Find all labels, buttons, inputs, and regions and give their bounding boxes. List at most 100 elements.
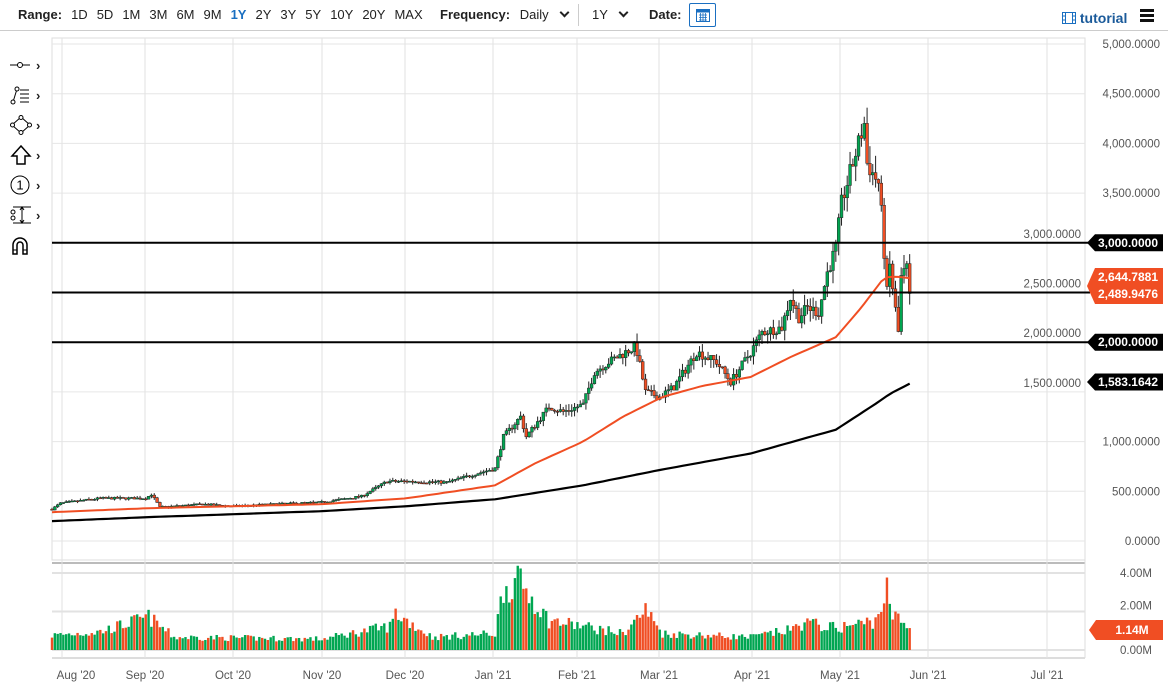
volume-bar — [712, 634, 715, 650]
volume-bar — [792, 626, 795, 650]
candle-body — [90, 499, 94, 501]
candle-body — [677, 376, 682, 382]
volume-bar — [366, 632, 369, 650]
candle-body — [98, 497, 102, 500]
volume-bar — [465, 634, 468, 650]
range-20y[interactable]: 20Y — [362, 7, 386, 22]
volume-bar — [354, 634, 358, 650]
volume-bar — [789, 630, 792, 650]
volume-bar — [491, 635, 494, 650]
candle-body — [683, 369, 687, 374]
candle-body — [638, 355, 642, 362]
candle-body — [854, 155, 858, 167]
candle-body — [399, 480, 403, 483]
volume-bar — [351, 630, 355, 650]
candle-body — [419, 482, 423, 484]
range-2y[interactable]: 2Y — [255, 7, 272, 22]
volume-bar — [459, 639, 463, 650]
tool-annotation-number[interactable]: 1 › — [8, 170, 52, 200]
range-1d[interactable]: 1D — [71, 7, 88, 22]
tool-magnet[interactable] — [8, 230, 52, 260]
candle-body — [141, 498, 145, 501]
volume-bar — [590, 625, 593, 650]
volume-bar — [684, 634, 687, 650]
volume-bar — [388, 621, 392, 650]
candle-body — [740, 360, 744, 370]
period-value[interactable]: 1Y — [592, 7, 608, 22]
tool-measure-tool[interactable]: › — [8, 200, 52, 230]
volume-bar — [525, 588, 528, 650]
volume-bar — [221, 636, 224, 650]
volume-bar — [249, 635, 252, 650]
volume-bar — [630, 624, 633, 650]
range-1m[interactable]: 1M — [122, 7, 141, 22]
date-picker-button[interactable] — [689, 3, 716, 27]
candle-body — [589, 383, 594, 389]
range-max[interactable]: MAX — [394, 7, 423, 22]
calendar-icon — [695, 9, 710, 22]
tool-shape-tool[interactable]: › — [8, 110, 52, 140]
volume-bar — [536, 612, 539, 650]
range-9m[interactable]: 9M — [203, 7, 222, 22]
candle-body — [87, 498, 91, 501]
chevron-right-icon[interactable]: › — [36, 177, 41, 193]
volume-bar — [320, 640, 323, 650]
volume-bar — [93, 634, 96, 650]
chevron-right-icon[interactable]: › — [36, 57, 41, 73]
volume-bar — [882, 603, 886, 650]
chevron-right-icon[interactable]: › — [36, 87, 41, 103]
volume-bar — [726, 637, 730, 650]
range-3m[interactable]: 3M — [149, 7, 168, 22]
candle-body — [635, 342, 639, 356]
volume-bar — [50, 637, 54, 650]
y-tick-label: 3,000.0000 — [1023, 229, 1081, 241]
tool-line-tool[interactable]: › — [8, 50, 52, 80]
candle-body — [865, 123, 869, 164]
volume-bar — [374, 623, 377, 650]
volume-bar — [479, 634, 483, 650]
tutorial-link[interactable]: tutorial — [1062, 10, 1127, 26]
candle-body — [814, 306, 818, 317]
range-6m[interactable]: 6M — [176, 7, 195, 22]
candle-body — [899, 275, 903, 332]
tool-fibonacci-tool[interactable]: › — [8, 80, 52, 110]
chevron-right-icon[interactable]: › — [36, 117, 41, 133]
volume-bar — [147, 609, 150, 650]
candle-body — [416, 481, 421, 484]
volume-bar — [209, 635, 213, 650]
volume-bar — [246, 635, 250, 650]
tool-arrow-tool[interactable]: › — [8, 140, 52, 170]
volume-bar — [809, 620, 812, 650]
candle-body — [516, 419, 520, 425]
volume-bar — [394, 608, 397, 650]
candle-body — [368, 491, 372, 494]
frequency-selector[interactable]: Frequency: Daily — [440, 7, 570, 22]
range-5d[interactable]: 5D — [96, 7, 114, 22]
volume-bar — [326, 639, 329, 650]
volume-bar — [752, 634, 755, 650]
range-10y[interactable]: 10Y — [330, 7, 354, 22]
volume-bar — [229, 635, 233, 650]
period-selector[interactable]: 1Y — [592, 7, 629, 22]
chevron-right-icon[interactable]: › — [36, 207, 41, 223]
volume-bar — [803, 622, 806, 650]
volume-bar — [161, 626, 164, 650]
volume-bar — [783, 634, 786, 650]
candle-body — [555, 411, 560, 413]
volume-bar — [198, 639, 201, 650]
hamburger-menu-icon[interactable] — [1140, 9, 1154, 24]
range-5y[interactable]: 5Y — [305, 7, 322, 22]
y-tick-label: 4,500.0000 — [1102, 89, 1160, 101]
chevron-right-icon[interactable]: › — [36, 147, 41, 163]
volume-bar — [840, 632, 843, 650]
range-3y[interactable]: 3Y — [280, 7, 297, 22]
candle-body — [322, 501, 327, 503]
volume-bar — [570, 621, 573, 650]
volume-bar — [178, 637, 181, 650]
frequency-value[interactable]: Daily — [519, 7, 549, 22]
candle-body — [280, 502, 284, 505]
range-1y[interactable]: 1Y — [230, 7, 247, 22]
candle-body — [570, 410, 574, 412]
candle-body — [359, 494, 364, 498]
